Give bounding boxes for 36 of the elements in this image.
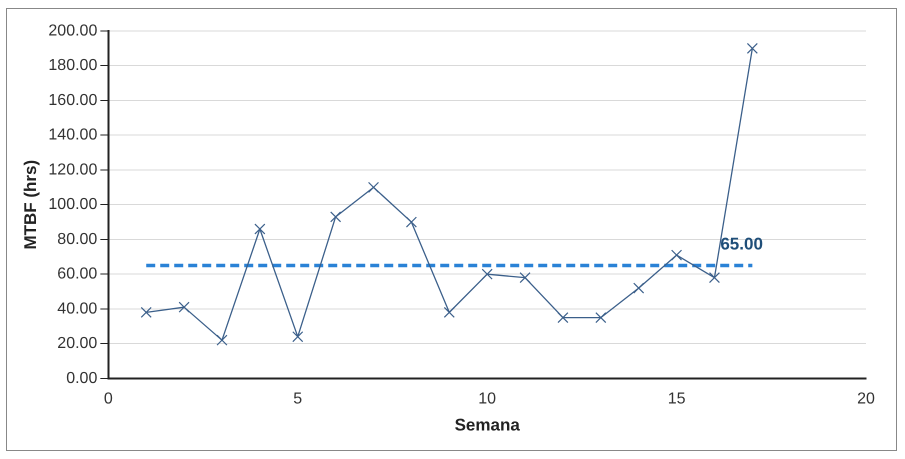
point bbox=[746, 42, 758, 54]
y-tick-label: 100.00 bbox=[48, 196, 98, 214]
point bbox=[671, 250, 682, 261]
point bbox=[595, 312, 606, 324]
point bbox=[178, 302, 190, 313]
x-tick-label: 10 bbox=[478, 390, 496, 408]
point bbox=[633, 282, 644, 294]
point bbox=[482, 268, 493, 280]
y-tick-label: 160.00 bbox=[48, 92, 98, 109]
point bbox=[520, 272, 531, 284]
point bbox=[557, 312, 568, 324]
y-tick-label: 0.00 bbox=[66, 370, 98, 387]
x-axis-title: Semana bbox=[454, 415, 520, 434]
point bbox=[140, 306, 152, 318]
y-tick-label: 60.00 bbox=[57, 266, 98, 283]
point bbox=[406, 216, 417, 228]
y-tick-label: 140.00 bbox=[48, 126, 98, 144]
y-tick-label: 80.00 bbox=[57, 230, 98, 248]
x-tick-label: 15 bbox=[668, 390, 686, 408]
x-tick-label: 20 bbox=[857, 390, 875, 408]
x-tick-label: 0 bbox=[104, 390, 113, 408]
y-tick-label: 120.00 bbox=[48, 161, 98, 178]
y-tick-label: 180.00 bbox=[48, 57, 98, 74]
y-tick-label: 200.00 bbox=[48, 22, 98, 40]
y-axis-title: MTBF (hrs) bbox=[20, 160, 40, 250]
y-tick-label: 20.00 bbox=[57, 335, 98, 352]
point bbox=[330, 211, 342, 222]
y-tick-label: 40.00 bbox=[57, 300, 98, 318]
point bbox=[444, 306, 455, 318]
point bbox=[708, 272, 720, 284]
point bbox=[292, 331, 304, 342]
point bbox=[216, 334, 228, 346]
data-label: 65.00 bbox=[720, 234, 763, 254]
x-tick-label: 5 bbox=[293, 390, 302, 408]
point bbox=[368, 182, 380, 193]
point bbox=[254, 223, 266, 235]
